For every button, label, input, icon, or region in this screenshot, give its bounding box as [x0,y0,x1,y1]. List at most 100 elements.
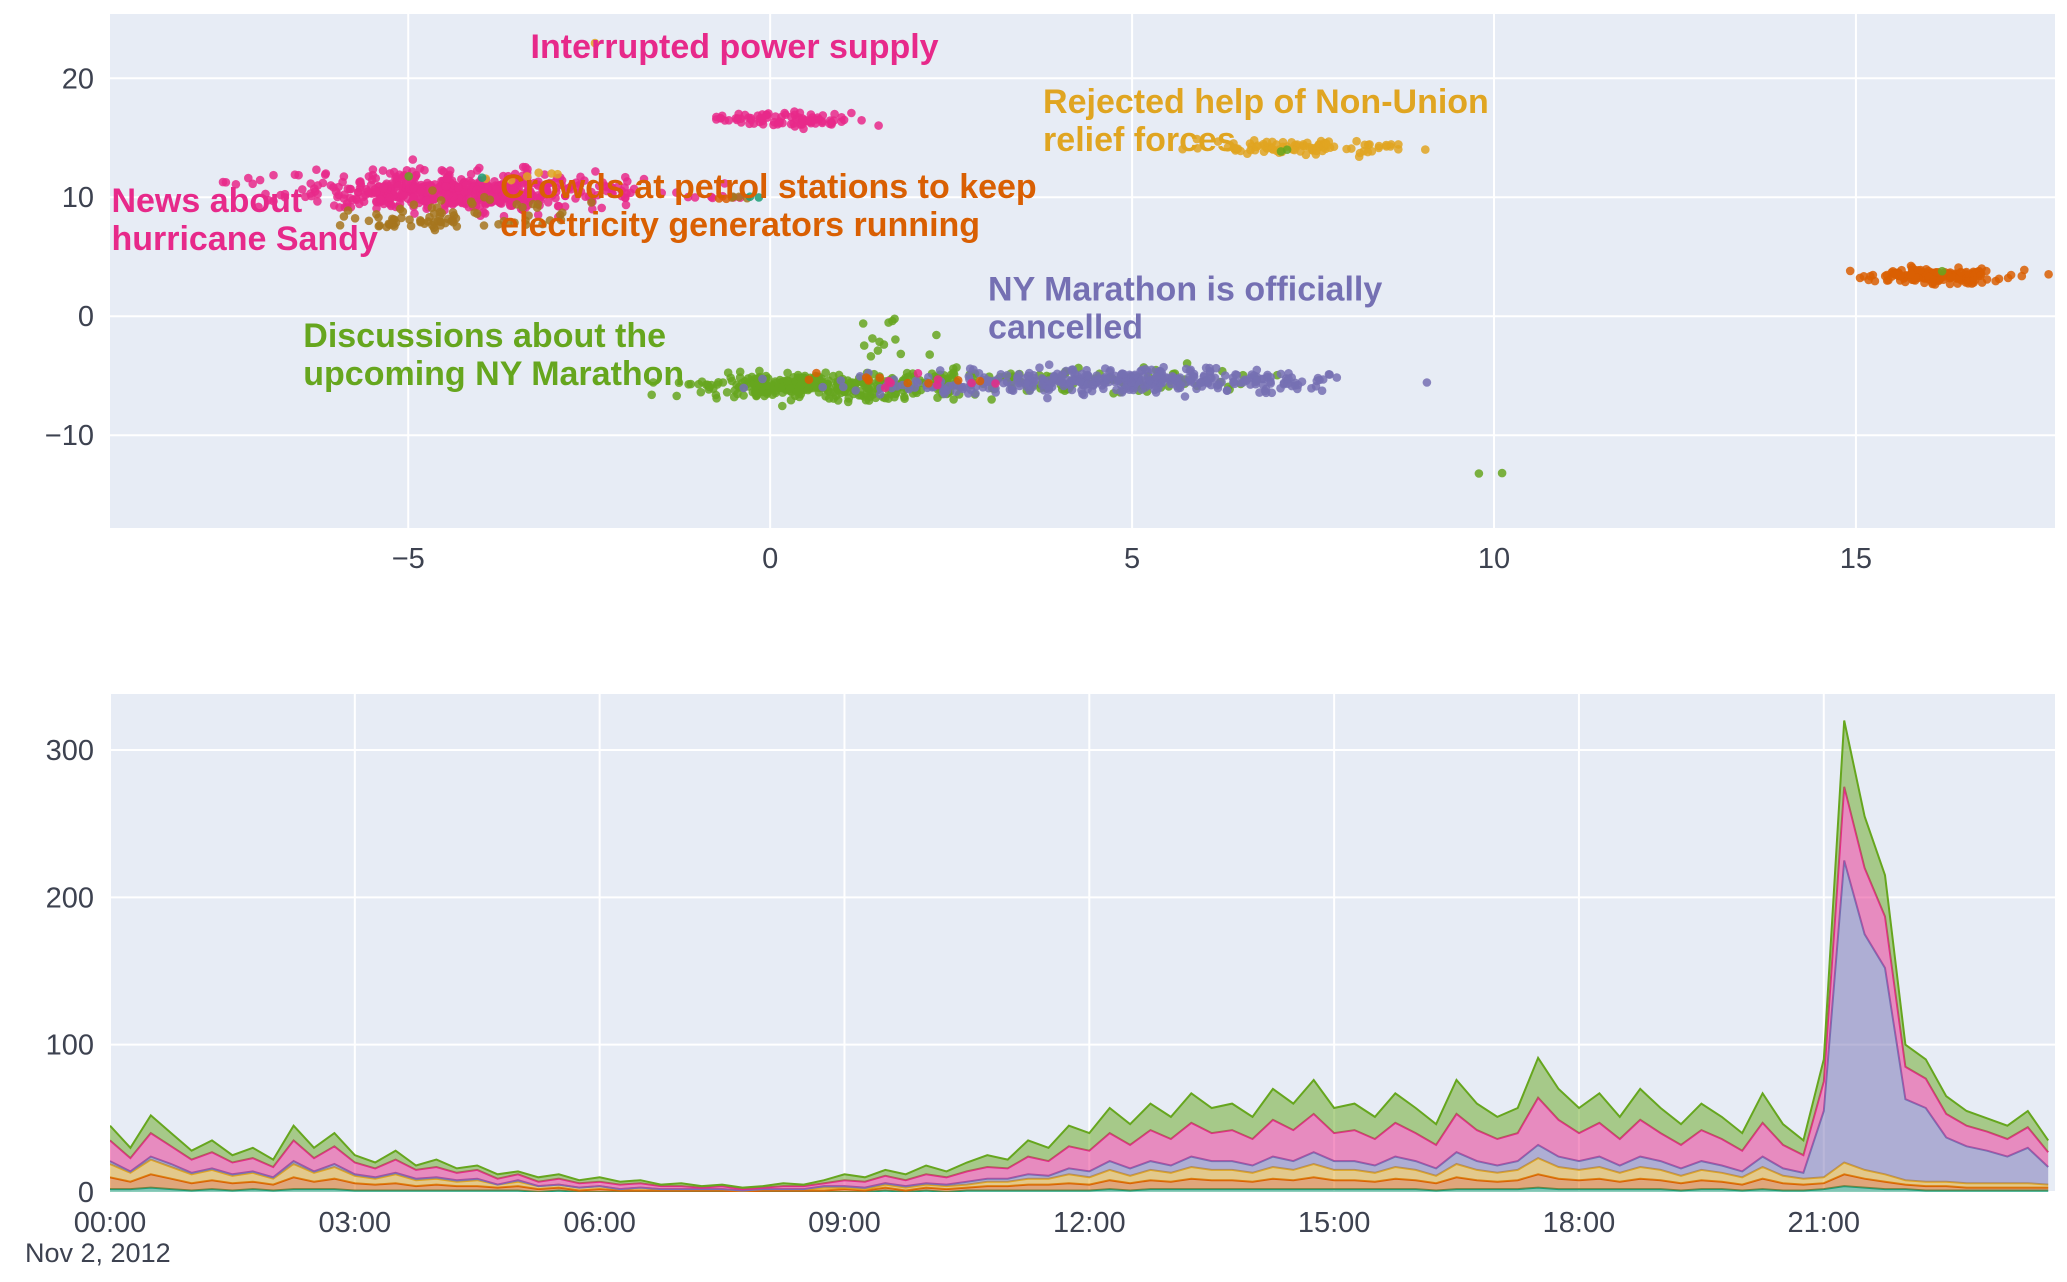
scatter-point [498,191,508,201]
scatter-point [913,369,923,378]
scatter-point [248,179,257,189]
scatter-point [938,387,948,397]
annotation-line: Crowds at petrol stations to keep [500,168,1037,206]
y-axis-tick-label: 300 [46,735,94,767]
scatter-point [571,194,580,203]
scatter-point [591,167,600,176]
scatter-point [744,113,753,122]
scatter-point [1178,144,1187,154]
scatter-point [1394,140,1403,149]
scatter-point [372,187,381,197]
scatter-point [896,349,906,359]
scatter-point [420,165,429,175]
annotation-line: hurricane Sandy [111,220,378,258]
cluster-power-supply [712,107,883,134]
scatter-point [875,390,885,399]
area-series-green [110,720,2050,1190]
scatter-point [825,116,835,125]
scatter-point [1044,360,1054,370]
scatter-point [949,395,958,404]
scatter-point [441,182,451,191]
scatter-point [1474,469,1484,478]
area-fill [110,1174,2049,1192]
scatter-point [1213,137,1223,146]
scatter-point [674,378,684,388]
scatter-point [1937,266,1947,276]
scatter-point [345,193,355,203]
scatter-point [393,181,403,191]
annotation-line: relief forces [1043,121,1236,159]
y-axis-tick-label: 200 [46,882,94,914]
scatter-point [1381,140,1391,150]
volume-axis-labels: 00:00 03:00 06:00 09:00 12:00 15:00 18:00 21:00… [46,735,1860,1239]
scatter-point [726,373,735,383]
scatter-point [1130,370,1140,380]
scatter-point [593,190,602,200]
scatter-point [333,192,342,202]
scatter-point [752,389,762,399]
scatter-point [714,194,724,203]
scatter-point [996,370,1006,379]
cluster-sandy-brown-fringe [335,208,566,235]
scatter-point [318,178,328,188]
scatter-point [1324,370,1334,379]
scatter-point [1007,385,1017,395]
scatter-point [561,191,570,201]
scatter-point [847,108,856,118]
scatter-point [1970,276,1980,285]
scatter-point [1193,144,1202,153]
scatter-point [364,216,374,226]
scatter-point [755,366,764,376]
annotation-line: News about [111,182,302,220]
scatter-point [722,388,732,397]
scatter-point [1342,144,1351,154]
scatter-point [587,198,596,207]
cluster-sandy-gold-specks [481,168,562,185]
scatter-point [1106,366,1115,375]
scatter-point [1855,273,1865,283]
scatter-point [575,180,585,189]
scatter-point [294,170,303,180]
scatter-point [548,191,557,200]
scatter-point [339,172,349,181]
scatter-point [1329,142,1339,151]
scatter-point [1176,380,1186,390]
scatter-point [416,187,426,196]
scatter-point [629,184,639,194]
scatter-point [1217,377,1226,387]
scatter-point [602,182,611,192]
scatter-point [428,186,437,195]
scatter-point [987,395,996,404]
scatter-point [866,352,876,361]
scatter-point [218,177,228,187]
scatter-point [851,386,860,395]
x-axis-tick-label: 09:00 [808,1207,881,1239]
scatter-point [1251,376,1261,385]
x-axis-tick-label: 06:00 [563,1207,636,1239]
scatter-point [1070,376,1079,386]
scatter-point [1067,385,1077,395]
scatter-point [697,377,707,387]
scatter-point [696,387,706,397]
scatter-point [647,390,656,400]
scatter-point [1954,274,1963,283]
scatter-point [437,166,447,175]
area-top-line [110,1156,2049,1192]
scatter-point [607,189,616,198]
scatter-point [339,194,349,203]
cluster-sandy-outliers-left [218,177,241,189]
scatter-point [739,383,748,393]
scatter-point [1994,274,2004,284]
date-label: Nov 2, 2012 [25,1238,171,1268]
scatter-point [420,219,429,228]
scatter-point [512,200,521,209]
scatter-point [859,341,869,350]
scatter-point [839,382,848,392]
scatter-point [773,120,782,129]
scatter-point [758,374,767,384]
scatter-point [1297,377,1307,387]
scatter-point [545,216,555,225]
y-axis-tick-label: −10 [45,420,94,452]
scatter-point [368,165,378,174]
